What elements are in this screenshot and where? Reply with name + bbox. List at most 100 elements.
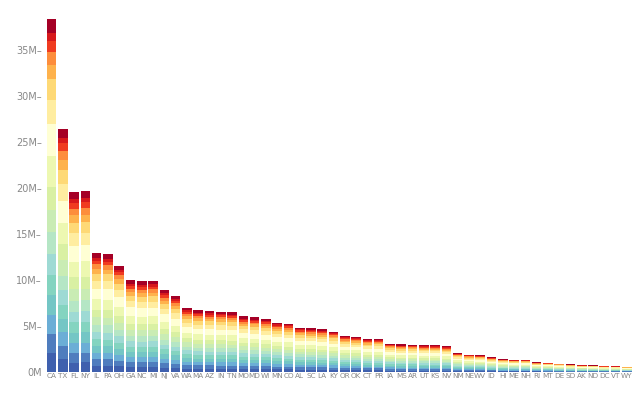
Bar — [125, 286, 135, 288]
Bar — [250, 339, 259, 343]
Bar — [329, 338, 339, 341]
Bar — [115, 330, 124, 336]
Bar — [554, 365, 564, 366]
Bar — [363, 344, 372, 346]
Bar — [227, 340, 237, 344]
Bar — [385, 357, 395, 359]
Bar — [442, 346, 451, 347]
Bar — [125, 336, 135, 341]
Bar — [69, 289, 79, 301]
Bar — [227, 316, 237, 318]
Bar — [396, 346, 406, 347]
Bar — [261, 354, 271, 357]
Bar — [137, 357, 147, 362]
Bar — [182, 358, 192, 362]
Bar — [306, 349, 316, 352]
Bar — [374, 342, 383, 343]
Bar — [182, 314, 192, 316]
Bar — [486, 359, 496, 360]
Bar — [385, 344, 395, 345]
Bar — [476, 357, 485, 358]
Bar — [227, 366, 237, 369]
Bar — [92, 318, 102, 325]
Bar — [532, 368, 541, 369]
Bar — [611, 368, 620, 369]
Bar — [182, 319, 192, 322]
Bar — [295, 362, 305, 365]
Bar — [171, 368, 180, 372]
Bar — [385, 359, 395, 361]
Bar — [430, 362, 440, 363]
Bar — [430, 368, 440, 369]
Bar — [103, 270, 113, 274]
Bar — [408, 350, 417, 351]
Bar — [137, 324, 147, 330]
Bar — [317, 360, 327, 363]
Bar — [239, 366, 248, 369]
Bar — [250, 330, 259, 334]
Bar — [363, 367, 372, 368]
Bar — [273, 331, 282, 334]
Bar — [430, 352, 440, 353]
Bar — [329, 332, 339, 333]
Bar — [205, 311, 214, 313]
Bar — [81, 261, 90, 277]
Bar — [374, 354, 383, 357]
Bar — [295, 329, 305, 330]
Bar — [137, 302, 147, 308]
Bar — [227, 352, 237, 356]
Bar — [408, 369, 417, 370]
Bar — [193, 351, 203, 355]
Bar — [137, 330, 147, 336]
Bar — [509, 370, 519, 371]
Bar — [69, 312, 79, 322]
Bar — [306, 334, 316, 336]
Bar — [351, 356, 361, 358]
Bar — [340, 342, 349, 344]
Bar — [396, 351, 406, 353]
Bar — [125, 346, 135, 352]
Bar — [464, 365, 474, 366]
Bar — [442, 350, 451, 351]
Bar — [125, 357, 135, 362]
Bar — [363, 370, 372, 372]
Bar — [374, 346, 383, 349]
Bar — [115, 290, 124, 297]
Bar — [125, 288, 135, 292]
Bar — [419, 349, 429, 350]
Bar — [476, 367, 485, 368]
Bar — [543, 366, 553, 367]
Bar — [498, 360, 508, 361]
Bar — [92, 310, 102, 318]
Bar — [284, 359, 293, 361]
Bar — [419, 348, 429, 349]
Bar — [216, 340, 225, 344]
Bar — [182, 308, 192, 310]
Bar — [374, 341, 383, 342]
Bar — [182, 354, 192, 358]
Bar — [306, 341, 316, 345]
Bar — [329, 356, 339, 358]
Bar — [193, 344, 203, 348]
Bar — [442, 363, 451, 365]
Bar — [103, 318, 113, 326]
Bar — [250, 360, 259, 363]
Bar — [476, 358, 485, 359]
Bar — [250, 350, 259, 354]
Bar — [520, 369, 530, 370]
Bar — [306, 352, 316, 354]
Bar — [159, 349, 169, 354]
Bar — [148, 286, 158, 290]
Bar — [137, 297, 147, 302]
Bar — [250, 322, 259, 324]
Bar — [476, 369, 485, 370]
Bar — [159, 309, 169, 314]
Bar — [81, 289, 90, 300]
Bar — [486, 367, 496, 368]
Bar — [498, 359, 508, 360]
Bar — [520, 363, 530, 364]
Bar — [600, 368, 609, 369]
Bar — [239, 350, 248, 353]
Bar — [171, 360, 180, 364]
Bar — [125, 301, 135, 307]
